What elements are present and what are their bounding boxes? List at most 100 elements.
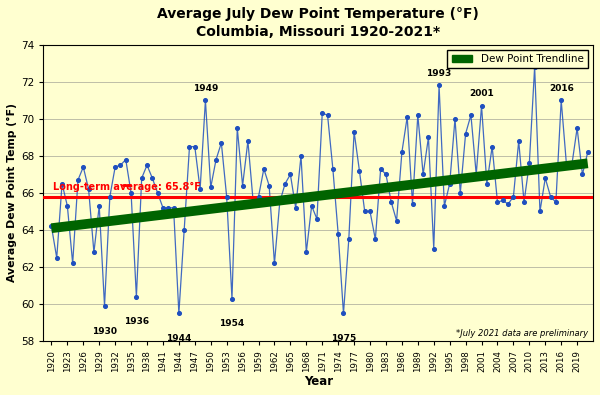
Point	[355, 167, 364, 174]
Point	[100, 303, 109, 309]
Text: 1954: 1954	[220, 319, 245, 328]
Point	[450, 116, 460, 122]
Text: 1993: 1993	[427, 69, 452, 78]
Point	[243, 138, 253, 144]
Point	[131, 293, 141, 300]
Point	[206, 184, 215, 190]
Point	[413, 112, 422, 118]
Point	[291, 205, 301, 211]
Point	[477, 103, 487, 109]
Point	[434, 82, 444, 88]
Point	[493, 199, 502, 205]
Point	[73, 177, 83, 183]
Point	[222, 194, 232, 200]
Point	[179, 227, 189, 233]
Point	[248, 199, 258, 205]
Point	[137, 175, 146, 181]
Point	[455, 190, 465, 196]
Point	[211, 156, 221, 163]
Point	[259, 166, 269, 172]
Point	[498, 197, 508, 203]
Point	[572, 125, 582, 131]
Point	[530, 64, 539, 70]
Point	[403, 114, 412, 120]
Point	[487, 143, 497, 150]
Point	[541, 175, 550, 181]
Point	[217, 140, 226, 146]
Text: 1949: 1949	[193, 84, 218, 93]
Point	[328, 166, 338, 172]
Point	[174, 310, 184, 317]
Y-axis label: Average Dew Point Temp (°F): Average Dew Point Temp (°F)	[7, 103, 17, 282]
Legend: Dew Point Trendline: Dew Point Trendline	[448, 50, 588, 68]
Point	[280, 181, 290, 187]
Point	[551, 199, 560, 205]
Point	[89, 249, 99, 256]
Point	[275, 199, 284, 205]
Point	[445, 181, 454, 187]
Point	[79, 164, 88, 170]
Point	[169, 205, 178, 211]
Point	[461, 130, 470, 137]
Point	[381, 171, 391, 178]
Point	[376, 166, 385, 172]
Point	[254, 194, 263, 200]
Point	[200, 97, 210, 103]
Title: Average July Dew Point Temperature (°F)
Columbia, Missouri 1920-2021*: Average July Dew Point Temperature (°F) …	[157, 7, 479, 40]
Point	[302, 249, 311, 256]
X-axis label: Year: Year	[304, 375, 333, 388]
Point	[296, 153, 306, 159]
Point	[148, 175, 157, 181]
Point	[466, 112, 476, 118]
Point	[312, 216, 322, 222]
Point	[110, 164, 120, 170]
Point	[163, 205, 173, 211]
Point	[185, 143, 194, 150]
Text: 1930: 1930	[92, 327, 117, 336]
Point	[514, 138, 524, 144]
Point	[365, 208, 375, 214]
Point	[424, 134, 433, 141]
Point	[196, 186, 205, 192]
Point	[158, 205, 168, 211]
Point	[418, 171, 428, 178]
Point	[360, 208, 370, 214]
Text: 2011: 2011	[522, 51, 547, 60]
Point	[68, 260, 77, 267]
Point	[153, 190, 163, 196]
Point	[286, 171, 295, 178]
Point	[227, 295, 237, 302]
Point	[509, 194, 518, 200]
Text: 1975: 1975	[331, 334, 356, 343]
Point	[567, 162, 577, 168]
Point	[392, 218, 401, 224]
Text: 2016: 2016	[549, 84, 574, 93]
Point	[94, 203, 104, 209]
Point	[397, 149, 407, 155]
Point	[349, 129, 359, 135]
Point	[583, 149, 593, 155]
Point	[57, 181, 67, 187]
Point	[524, 160, 534, 166]
Point	[62, 203, 72, 209]
Point	[52, 255, 62, 261]
Point	[519, 199, 529, 205]
Point	[47, 223, 56, 229]
Point	[84, 186, 94, 192]
Point	[142, 162, 152, 168]
Point	[323, 112, 332, 118]
Point	[429, 245, 439, 252]
Point	[344, 236, 353, 243]
Point	[317, 110, 327, 117]
Point	[265, 182, 274, 189]
Point	[121, 156, 131, 163]
Point	[535, 208, 545, 214]
Point	[105, 194, 115, 200]
Point	[578, 171, 587, 178]
Point	[338, 310, 348, 317]
Text: *July 2021 data are preliminary: *July 2021 data are preliminary	[455, 329, 588, 338]
Point	[556, 97, 566, 103]
Point	[440, 203, 449, 209]
Point	[503, 201, 513, 207]
Point	[126, 190, 136, 196]
